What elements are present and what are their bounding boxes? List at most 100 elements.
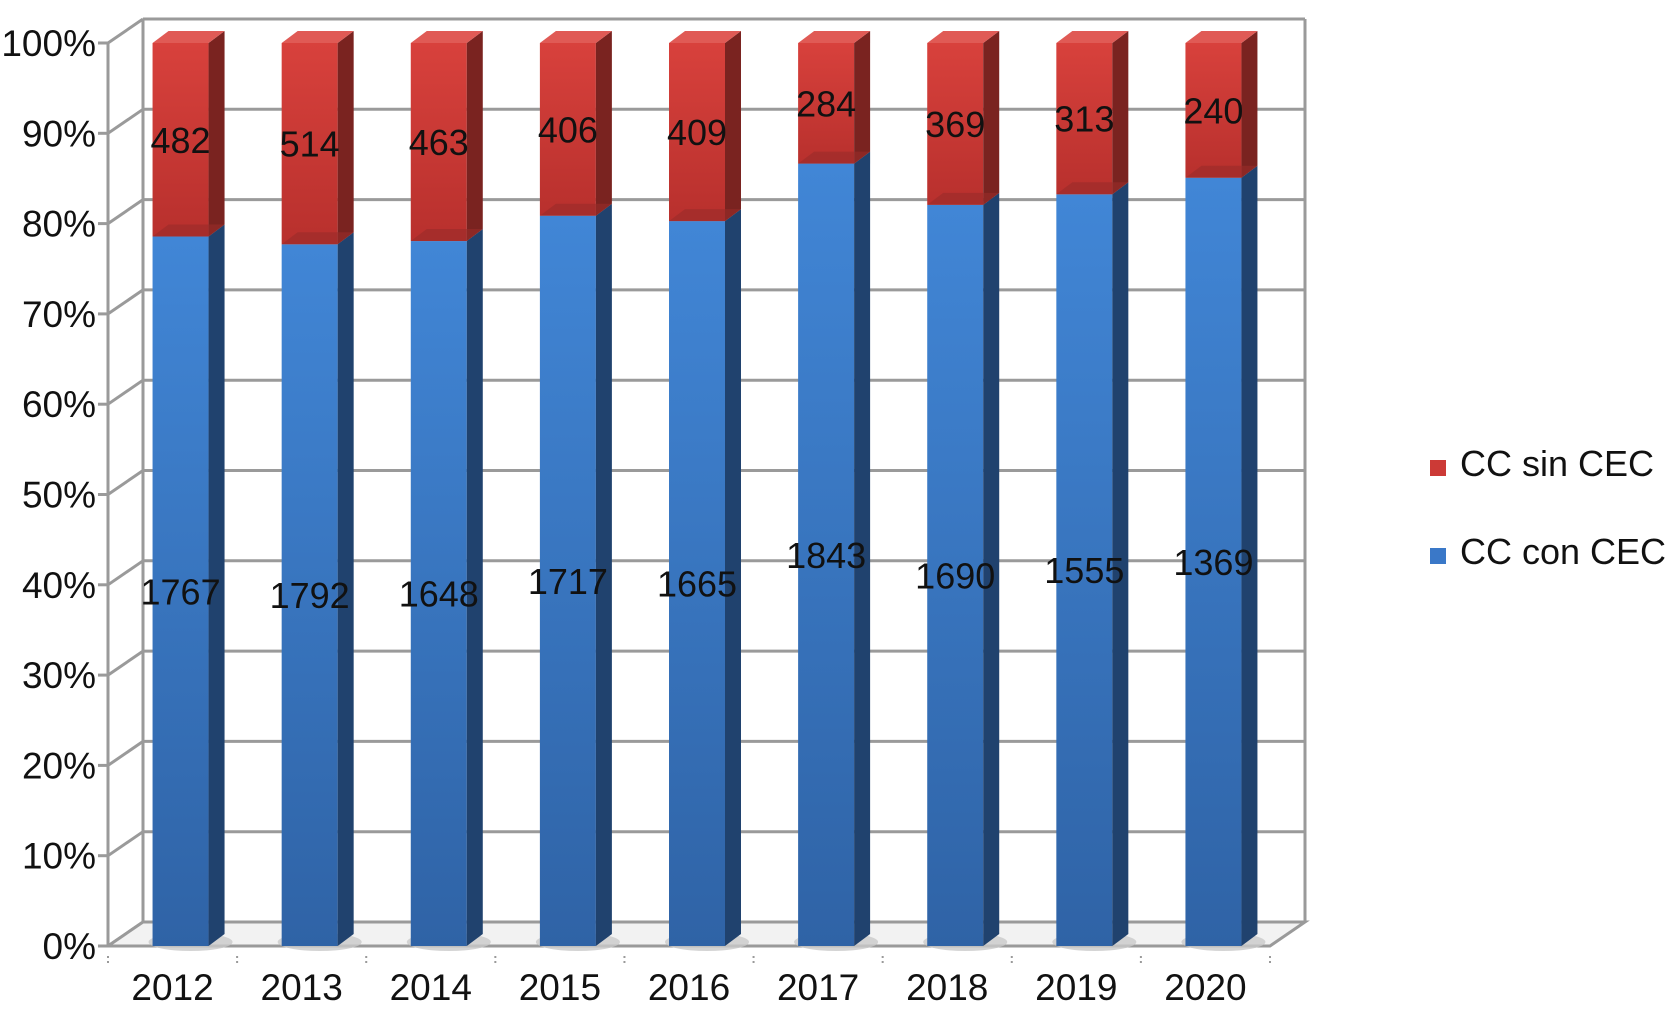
y-tick-label: 50% bbox=[22, 475, 96, 516]
bar-side-blue bbox=[466, 229, 483, 946]
bar-segment-cc-sin-cec bbox=[1056, 43, 1113, 195]
bar-segment-cc-sin-cec bbox=[798, 43, 855, 164]
x-tick-label: 2014 bbox=[390, 967, 472, 1008]
bar-segment-joint bbox=[539, 203, 612, 216]
bar-top bbox=[152, 31, 225, 43]
bar-side-blue bbox=[337, 232, 354, 946]
x-tick-label: 2015 bbox=[519, 967, 601, 1008]
data-label-sin-cec: 409 bbox=[667, 112, 727, 153]
bar-side-red bbox=[983, 31, 1000, 205]
bar-top bbox=[410, 31, 483, 43]
bar-segment-cc-con-cec bbox=[152, 236, 209, 946]
gridline-diagonal bbox=[107, 288, 144, 316]
bar-segment-cc-con-cec bbox=[1056, 194, 1113, 947]
bar-segment-cc-con-cec bbox=[798, 163, 855, 946]
x-tick-label: 2018 bbox=[906, 967, 988, 1008]
bar-segment-cc-sin-cec bbox=[281, 43, 338, 245]
legend: CC sin CEC CC con CEC bbox=[1430, 443, 1666, 572]
y-tick-label: 20% bbox=[22, 745, 96, 786]
data-label-con-cec: 1648 bbox=[399, 574, 479, 615]
bar-segment-joint bbox=[1185, 165, 1258, 178]
bar-segment-cc-con-cec bbox=[1185, 177, 1242, 946]
bar-top bbox=[539, 31, 612, 43]
data-label-con-cec: 1665 bbox=[657, 564, 737, 605]
gridline-diagonal bbox=[107, 830, 144, 857]
gridline-diagonal bbox=[107, 469, 144, 496]
legend-label: CC con CEC bbox=[1460, 531, 1666, 572]
y-axis: 0% 10% 20% 30% 40% 50% 60% 70% 80% 90% 100% bbox=[1, 23, 108, 967]
bars bbox=[148, 31, 1266, 951]
data-label-sin-cec: 406 bbox=[538, 109, 598, 150]
y-tick-label: 30% bbox=[22, 655, 96, 696]
bar-side-red bbox=[208, 31, 225, 237]
x-tick-label: 2016 bbox=[648, 967, 730, 1008]
data-labels: 1767 482 1792 514 1648 463 1717 406 1665 409 1843 2… bbox=[141, 83, 1254, 616]
data-label-sin-cec: 369 bbox=[925, 104, 985, 145]
y-tick-label: 60% bbox=[22, 384, 96, 425]
legend-swatch bbox=[1430, 548, 1446, 564]
gridline-diagonal bbox=[107, 378, 144, 406]
y-tick-label: 40% bbox=[22, 565, 96, 606]
bar-top bbox=[798, 31, 871, 43]
bar-side-red bbox=[1112, 31, 1129, 195]
legend-label: CC sin CEC bbox=[1460, 443, 1654, 484]
bar-segment-cc-sin-cec bbox=[539, 43, 596, 216]
data-label-con-cec: 1369 bbox=[1173, 542, 1253, 583]
bar-side-red bbox=[595, 31, 612, 216]
bar-side-blue bbox=[208, 224, 225, 946]
bar-segment-cc-sin-cec bbox=[152, 43, 209, 237]
bar-side-red bbox=[725, 31, 741, 222]
data-label-sin-cec: 463 bbox=[409, 122, 469, 163]
bar-side-blue bbox=[1241, 165, 1258, 946]
bar-segment-joint bbox=[669, 209, 741, 222]
data-label-con-cec: 1555 bbox=[1044, 550, 1124, 591]
bar-segment-cc-con-cec bbox=[281, 244, 338, 946]
data-label-con-cec: 1843 bbox=[786, 535, 866, 576]
bar-top bbox=[1185, 31, 1258, 43]
y-tick-label: 70% bbox=[22, 294, 96, 335]
data-label-sin-cec: 313 bbox=[1054, 99, 1114, 140]
data-label-sin-cec: 514 bbox=[280, 124, 340, 165]
bar-top bbox=[1056, 31, 1129, 43]
bar-top bbox=[669, 31, 741, 43]
bar-segment-joint bbox=[152, 224, 225, 237]
bar-segment-cc-sin-cec bbox=[410, 43, 467, 242]
y-tick-label: 10% bbox=[22, 836, 96, 877]
bar-segment-cc-con-cec bbox=[669, 221, 725, 947]
bar-side-blue bbox=[1112, 182, 1129, 947]
bar-segment-joint bbox=[1056, 182, 1129, 195]
gridline-diagonal bbox=[107, 649, 144, 677]
bar-segment-joint bbox=[798, 151, 871, 164]
bar-segment-cc-con-cec bbox=[539, 215, 596, 946]
data-label-con-cec: 1792 bbox=[270, 575, 350, 616]
bar-segment-cc-sin-cec bbox=[927, 43, 984, 205]
bar-segment-cc-con-cec bbox=[927, 204, 984, 946]
y-tick-label: 100% bbox=[1, 23, 96, 64]
bar-segment-joint bbox=[281, 232, 354, 245]
gridline-diagonal bbox=[107, 198, 144, 225]
y-tick-label: 0% bbox=[43, 926, 96, 967]
data-label-sin-cec: 284 bbox=[796, 83, 856, 124]
x-axis: 2012 2013 2014 2015 2016 2017 2018 2019 2020 bbox=[107, 956, 1271, 1008]
data-label-con-cec: 1717 bbox=[528, 561, 608, 602]
y-tick-label: 80% bbox=[22, 204, 96, 245]
bar-side-blue bbox=[854, 151, 871, 946]
bar-side-blue bbox=[725, 209, 741, 947]
data-label-sin-cec: 240 bbox=[1183, 90, 1243, 131]
x-tick-label: 2019 bbox=[1035, 967, 1117, 1008]
bar-segment-joint bbox=[410, 229, 483, 242]
bar-side-red bbox=[466, 31, 483, 242]
gridline-diagonal bbox=[107, 559, 144, 587]
data-label-con-cec: 1690 bbox=[915, 555, 995, 596]
bar-side-blue bbox=[983, 192, 1000, 946]
y-tick-label: 90% bbox=[22, 113, 96, 154]
x-tick-label: 2020 bbox=[1164, 967, 1246, 1008]
x-tick-label: 2012 bbox=[131, 967, 213, 1008]
gridline-diagonal bbox=[107, 740, 144, 767]
bar-segment-cc-sin-cec bbox=[669, 43, 725, 222]
data-label-con-cec: 1767 bbox=[141, 571, 221, 612]
bar-side-red bbox=[337, 31, 354, 245]
bar-side-blue bbox=[595, 203, 612, 946]
legend-swatch bbox=[1430, 460, 1446, 476]
